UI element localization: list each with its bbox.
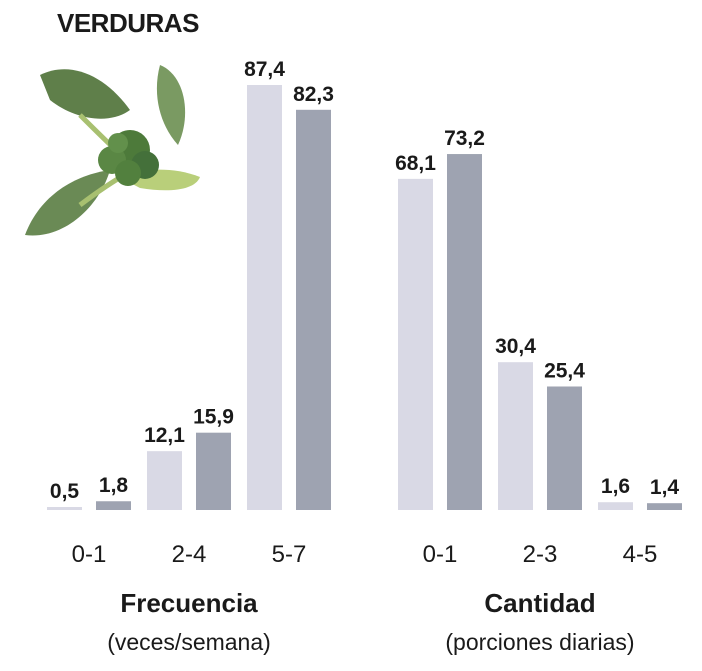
bar-frecuencia-0-1-s1 [47,507,82,510]
bar-cantidad-0-1-s2 [447,154,482,510]
category-label: 2-4 [172,541,207,568]
bar-frecuencia-5-7-s1 [247,85,282,510]
value-label: 15,9 [193,406,234,429]
broccoli-floret [98,130,159,186]
value-label: 12,1 [144,424,185,447]
bar-cantidad-2-3-s2 [547,386,582,510]
bar-cantidad-4-5-s2 [647,503,682,510]
value-label: 1,4 [650,476,680,499]
value-label: 87,4 [244,58,285,81]
bar-cantidad-0-1-s1 [398,178,433,511]
value-label: 30,4 [495,335,536,358]
value-label: 73,2 [444,127,485,150]
leaf-left-bottom [25,170,110,236]
value-label: 82,3 [293,83,334,106]
value-label: 25,4 [544,359,585,382]
group-subtitle: (porciones diarias) [445,629,634,655]
bar-frecuencia-0-1-s2 [96,501,131,510]
category-label: 2-3 [523,541,558,568]
value-label: 1,8 [99,474,129,497]
category-label: 0-1 [423,541,458,568]
category-label: 0-1 [72,541,107,568]
category-label: 5-7 [272,541,307,568]
value-label: 0,5 [50,480,80,503]
broccoli-illustration [25,65,200,236]
leaf-left-top [40,69,130,119]
bar-frecuencia-5-7-s2 [296,109,331,510]
group-title: Cantidad [484,588,595,618]
bar-frecuencia-2-4-s2 [196,432,231,510]
chart-title: VERDURAS [57,8,199,38]
bar-frecuencia-2-4-s1 [147,451,182,510]
leaf-right-top [156,65,186,145]
category-label: 4-5 [623,541,658,568]
value-label: 1,6 [601,475,630,498]
bar-cantidad-4-5-s1 [598,502,633,510]
group-subtitle: (veces/semana) [107,629,271,655]
group-title: Frecuencia [120,588,258,618]
bar-cantidad-2-3-s1 [498,362,533,510]
value-label: 68,1 [395,152,436,175]
